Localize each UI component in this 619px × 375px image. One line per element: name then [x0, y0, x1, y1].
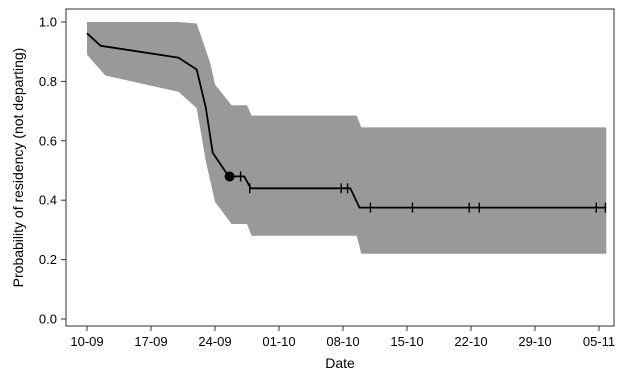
y-tick-label: 0.4: [39, 193, 57, 208]
y-axis-title: Probability of residency (not departing): [10, 48, 26, 288]
x-tick-label: 08-10: [326, 334, 359, 349]
confidence-band: [87, 22, 607, 254]
survival-line-layer: [86, 32, 607, 209]
y-tick-label: 0.6: [39, 133, 57, 148]
axes: 0.0 0.2 0.4 0.6 0.8 1.0 10-09 17-09 24-09 01-10 08…: [39, 8, 615, 349]
confidence-band-layer: [87, 22, 607, 254]
y-tick-label: 0.2: [39, 252, 57, 267]
y-tick-label: 0.8: [39, 74, 57, 89]
survival-curve: [86, 32, 607, 209]
x-tick-label: 22-10: [454, 334, 487, 349]
x-tick-label: 15-10: [390, 334, 423, 349]
x-tick-label: 05-11: [583, 334, 615, 349]
x-tick-label: 10-09: [70, 334, 103, 349]
highlight-point: [224, 171, 235, 182]
y-tick-label: 0.0: [39, 312, 57, 327]
x-tick-label: 01-10: [262, 334, 295, 349]
y-tick-label: 1.0: [39, 15, 57, 30]
x-tick-label: 29-10: [518, 334, 551, 349]
x-axis-title: Date: [325, 355, 355, 371]
x-tick-label: 24-09: [198, 334, 231, 349]
censor-marks-layer: [224, 171, 607, 213]
plot-frame: [65, 8, 615, 327]
x-tick-label: 17-09: [134, 334, 167, 349]
